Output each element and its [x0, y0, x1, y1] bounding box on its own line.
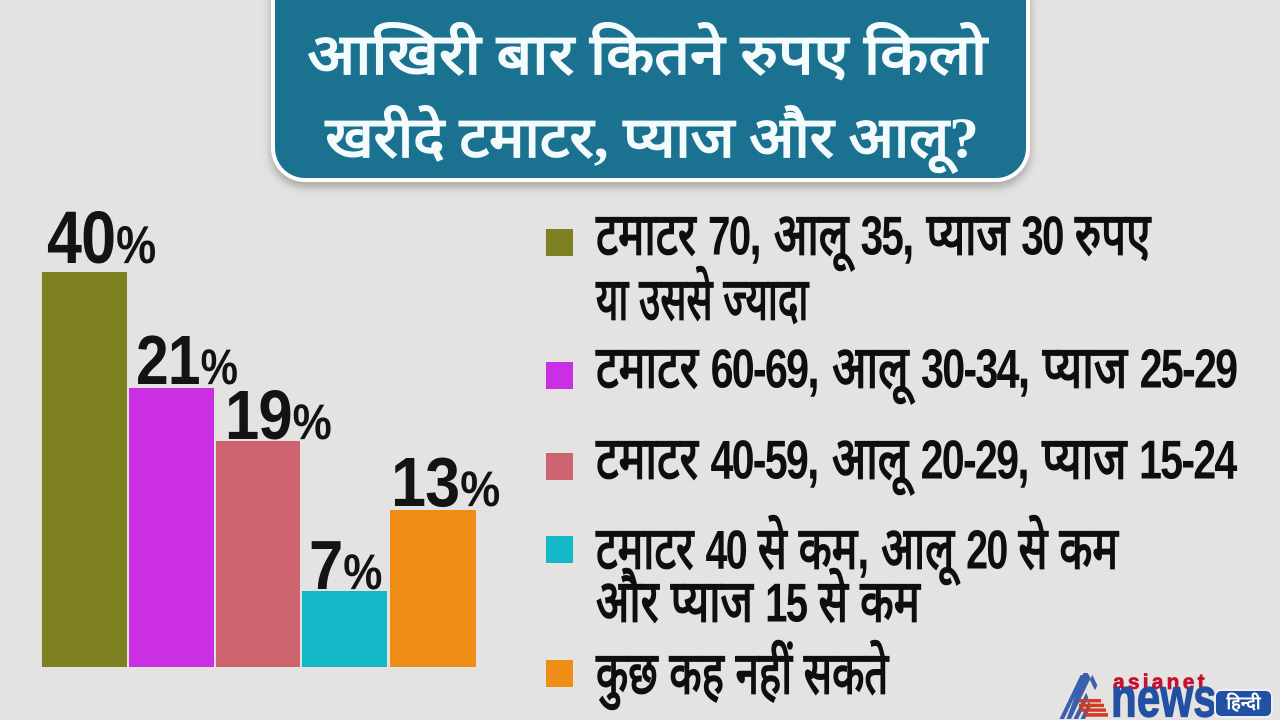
logo-text-asianet: asianet — [1113, 671, 1208, 695]
legend-digits: 20-29 — [920, 428, 1019, 491]
asianet-news-logo: asianet news हिन्दी — [1056, 666, 1280, 720]
percent-sign: % — [460, 461, 501, 517]
bar-19pct — [216, 441, 300, 667]
logo-text-news: news — [1111, 667, 1218, 720]
legend-digits: 30 — [1021, 204, 1064, 267]
legend-label-4: टमाटर 40 से कम, आलू 20 से कम और प्याज 15 … — [596, 515, 1204, 635]
legend-swatch-5 — [546, 660, 573, 687]
legend-label-2: टमाटर 60-69, आलू 30-34, प्याज 25-29 — [596, 334, 1280, 401]
percent-sign: % — [200, 339, 238, 395]
legend-swatch-1 — [546, 229, 573, 256]
asianet-logo-icon — [1059, 673, 1108, 719]
bar-value-label: 13% — [391, 447, 500, 517]
legend-label-line: या उससे ज्यादा — [596, 266, 809, 333]
bar-7pct — [302, 591, 387, 667]
legend-digits: 15 — [765, 571, 808, 634]
legend-digits: 60-69 — [710, 337, 809, 400]
bar-value-label: 19% — [225, 380, 332, 450]
bar-value-label: 40% — [47, 201, 156, 275]
logo-lang-badge: हिन्दी — [1214, 689, 1273, 718]
bar-value-number: 13 — [391, 443, 460, 521]
legend-digits: 25-29 — [1139, 337, 1238, 400]
bar-value-label: 7% — [309, 530, 382, 600]
legend-label-line: टमाटर 70, आलू 35, प्याज 30 रुपए — [596, 201, 1151, 268]
legend-label-line: टमाटर 40 से कम, आलू 20 से कम — [596, 515, 1118, 582]
legend-swatch-2 — [546, 362, 573, 389]
percent-sign: % — [116, 216, 157, 275]
legend-digits: 35 — [860, 204, 904, 267]
bar-value-number: 19 — [225, 376, 293, 454]
legend-digits: 30-34 — [921, 337, 1019, 400]
legend-label-3: टमाटर 40-59, आलू 20-29, प्याज 15-24 — [596, 425, 1280, 492]
chart-title: आखिरी बार कितने रुपए किलो खरीदे टमाटर, प… — [275, 0, 1026, 178]
bar-40pct — [42, 272, 127, 667]
legend-label-5: कुछ कह नहीं सकते — [596, 640, 944, 706]
bar-value-number: 21 — [136, 321, 201, 399]
legend-swatch-3 — [546, 453, 573, 480]
legend-label-1: टमाटर 70, आलू 35, प्याज 30 रुपए या उससे ज… — [596, 201, 1227, 333]
bar-13pct — [390, 510, 476, 667]
legend-swatch-4 — [546, 536, 573, 563]
legend-label-line: और प्याज 15 से कम — [596, 568, 920, 635]
legend-digits: 40-59 — [710, 428, 808, 491]
legend-digits: 15-24 — [1139, 428, 1237, 491]
bar-21pct — [129, 388, 214, 667]
chart-title-line1: आखिरी बार कितने रुपए किलो — [307, 24, 988, 87]
legend-label-line: टमाटर 40-59, आलू 20-29, प्याज 15-24 — [596, 425, 1237, 492]
header-card: आखिरी बार कितने रुपए किलो खरीदे टमाटर, प… — [271, 0, 1030, 182]
percent-sign: % — [343, 544, 383, 600]
bar-value-number: 7 — [309, 526, 343, 604]
legend-digits: 40 — [705, 518, 747, 581]
legend-digits: 70 — [708, 204, 751, 267]
legend-label-line: टमाटर 60-69, आलू 30-34, प्याज 25-29 — [596, 334, 1238, 401]
bar-value-label: 21% — [136, 325, 238, 395]
chart-title-line2: खरीदे टमाटर, प्याज और आलू? — [325, 107, 979, 170]
legend-digits: 20 — [966, 518, 1008, 581]
percent-sign: % — [292, 394, 332, 450]
legend-label-line: कुछ कह नहीं सकते — [596, 640, 889, 707]
bar-value-number: 40 — [47, 196, 116, 279]
